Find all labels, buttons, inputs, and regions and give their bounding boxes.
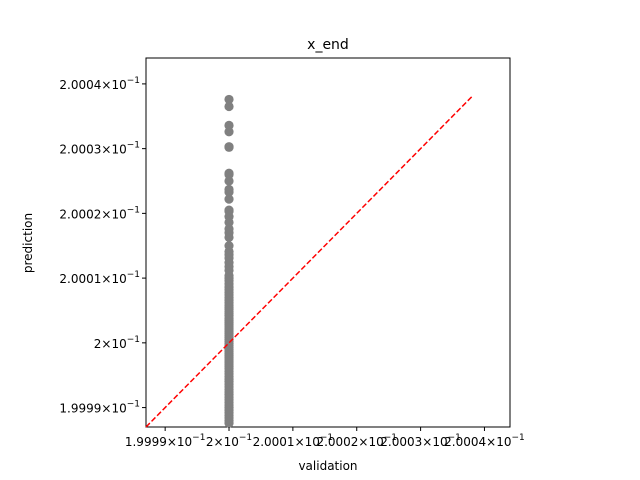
reference-line bbox=[145, 96, 473, 428]
y-tick-label: 1.9999×10−1 bbox=[59, 400, 140, 416]
y-axis-label: prediction bbox=[21, 213, 35, 273]
scatter-point bbox=[224, 232, 234, 242]
scatter-point bbox=[224, 194, 234, 204]
scatter-point bbox=[224, 217, 234, 228]
y-tick-label: 2.0002×10−1 bbox=[59, 205, 140, 221]
scatter-point bbox=[224, 94, 234, 105]
scatter-point bbox=[224, 142, 234, 152]
scatter-point bbox=[224, 418, 234, 428]
x-tick-label: 2.0004×10−1 bbox=[444, 433, 525, 449]
chart-title: x_end bbox=[307, 37, 349, 53]
y-axis-ticks: 1.9999×10−1 2×10−1 2.0001×10−1 2.0002×10−1 2… bbox=[59, 76, 146, 416]
scatter-point bbox=[224, 176, 234, 186]
scatter-points bbox=[224, 94, 234, 428]
scatter-point bbox=[224, 187, 234, 197]
x-axis-label: validation bbox=[298, 459, 357, 473]
y-tick-label: 2×10−1 bbox=[94, 335, 140, 351]
x-tick-label: 2.0003×10−1 bbox=[380, 433, 461, 449]
y-tick-label: 2.0004×10−1 bbox=[59, 76, 140, 92]
scatter-point bbox=[224, 169, 234, 180]
x-tick-label: 2.0001×10−1 bbox=[253, 433, 334, 449]
scatter-point bbox=[224, 127, 234, 137]
x-axis-ticks: 1.9999×10−1 2×10−1 2.0001×10−12.0002×10−12… bbox=[125, 427, 525, 449]
y-tick-label: 2.0003×10−1 bbox=[59, 141, 140, 157]
x-tick-label: 2×10−1 bbox=[206, 433, 252, 449]
scatter-point bbox=[224, 101, 234, 112]
scatter-point bbox=[224, 120, 234, 130]
y-tick-label: 2.0001×10−1 bbox=[59, 270, 140, 286]
x-tick-label: 2.0002×10−1 bbox=[316, 433, 397, 449]
x-tick-label: 1.9999×10−1 bbox=[125, 433, 206, 449]
